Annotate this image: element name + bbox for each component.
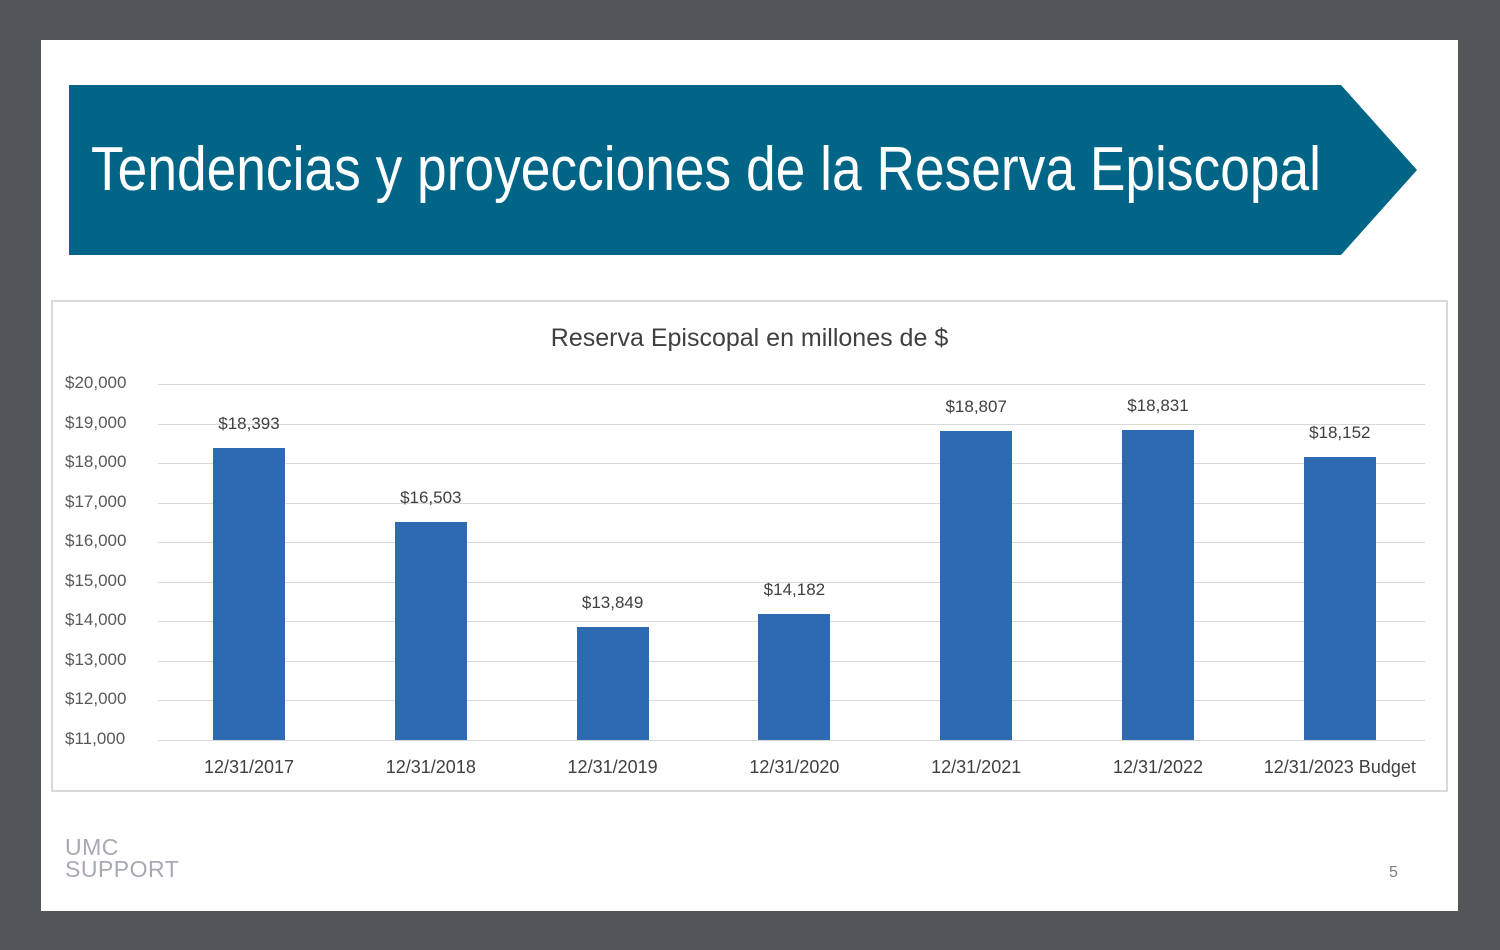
bar-value-label: $13,849 bbox=[581, 593, 644, 613]
bar-value-label: $16,503 bbox=[400, 488, 462, 508]
gridline bbox=[158, 502, 1425, 504]
y-tick-label: $17,000 bbox=[65, 491, 127, 511]
y-tick-label: $19,000 bbox=[65, 412, 127, 432]
x-tick-label: 12/31/2020 bbox=[749, 757, 840, 777]
x-tick-label: 12/31/2018 bbox=[385, 757, 476, 777]
gridline bbox=[158, 423, 1425, 425]
bar bbox=[394, 522, 467, 740]
logo-line-2: SUPPORT bbox=[65, 856, 180, 882]
bar bbox=[1122, 430, 1194, 740]
gridline bbox=[158, 384, 1425, 385]
slide-title: Tendencias y proyecciones de la Reserva … bbox=[91, 135, 1322, 204]
bar bbox=[758, 614, 831, 740]
gridline bbox=[158, 581, 1425, 583]
gridline bbox=[158, 463, 1425, 465]
logo-line-1: UMC bbox=[65, 834, 119, 860]
slide: Tendencias y proyecciones de la Reserva … bbox=[41, 40, 1458, 911]
bar-value-label: $18,831 bbox=[1127, 396, 1189, 416]
x-tick-label: 12/31/2023 Budget bbox=[1263, 757, 1416, 777]
bar bbox=[1303, 457, 1376, 740]
bar bbox=[576, 627, 649, 740]
bar-value-label: $18,393 bbox=[218, 413, 280, 433]
title-banner: Tendencias y proyecciones de la Reserva … bbox=[69, 85, 1417, 255]
y-tick-label: $12,000 bbox=[65, 689, 127, 709]
bar-value-label: $18,807 bbox=[945, 397, 1007, 417]
chart-title: Reserva Episcopal en millones de $ bbox=[550, 324, 949, 352]
page-number: 5 bbox=[1389, 864, 1398, 881]
x-tick-label: 12/31/2022 bbox=[1112, 757, 1204, 777]
y-tick-label: $14,000 bbox=[65, 610, 127, 630]
y-tick-label: $16,000 bbox=[65, 531, 127, 551]
bar bbox=[213, 447, 285, 740]
gridline bbox=[158, 542, 1425, 544]
y-tick-label: $13,000 bbox=[65, 649, 127, 669]
arrow-banner-shape bbox=[69, 85, 1417, 255]
x-tick-label: 12/31/2021 bbox=[931, 757, 1022, 777]
gridline bbox=[158, 740, 1425, 741]
y-tick-label: $18,000 bbox=[65, 452, 127, 472]
y-tick-label: $15,000 bbox=[65, 570, 127, 590]
x-tick-label: 12/31/2019 bbox=[567, 757, 658, 777]
y-tick-label: $20,000 bbox=[65, 373, 127, 392]
y-tick-label: $11,000 bbox=[65, 729, 126, 748]
bar-value-label: $14,182 bbox=[763, 580, 826, 600]
bar-chart: Reserva Episcopal en millones de $ $20,0… bbox=[51, 300, 1448, 792]
umc-support-logo: UMC SUPPORT bbox=[65, 834, 180, 882]
bar bbox=[940, 431, 1013, 740]
x-tick-label: 12/31/2017 bbox=[203, 757, 295, 777]
bar-value-label: $18,152 bbox=[1309, 423, 1371, 443]
